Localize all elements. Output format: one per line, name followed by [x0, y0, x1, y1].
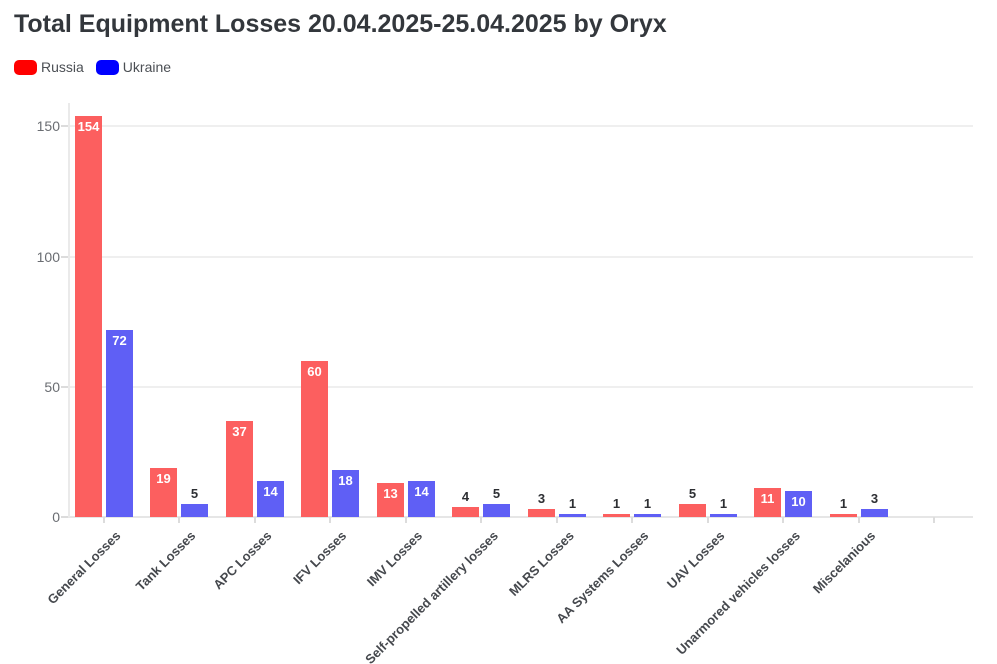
bar-russia-9[interactable]: [754, 488, 781, 517]
y-axis-tick-label: 100: [36, 249, 60, 265]
x-axis-category-label: General Losses: [44, 528, 124, 608]
x-axis-tick: [329, 517, 331, 523]
y-axis-tick: [61, 125, 68, 127]
legend-label-russia: Russia: [41, 59, 84, 75]
bar-russia-8[interactable]: [679, 504, 706, 517]
x-axis-tick: [254, 517, 256, 523]
bar-value-label-ukraine-4: 14: [414, 484, 429, 499]
bar-russia-4[interactable]: [377, 483, 404, 517]
legend-item-ukraine[interactable]: Ukraine: [95, 59, 172, 75]
bar-ukraine-2[interactable]: [257, 481, 284, 517]
bar-value-label-ukraine-9: 10: [791, 494, 806, 509]
bar-value-label-ukraine-10: 3: [870, 491, 879, 506]
x-axis-tick: [103, 517, 105, 523]
gridline-y-100: [68, 256, 973, 258]
bar-russia-6[interactable]: [528, 509, 555, 517]
bar-ukraine-7[interactable]: [634, 514, 661, 517]
gridline-y-150: [68, 125, 973, 127]
bar-value-label-russia-0: 154: [77, 119, 100, 134]
x-axis-category-label: UAV Losses: [664, 528, 728, 592]
bar-value-label-russia-1: 19: [156, 471, 171, 486]
x-axis-category-label: APC Losses: [210, 528, 275, 593]
y-axis-line: [68, 103, 70, 517]
bar-ukraine-8[interactable]: [710, 514, 737, 517]
bar-value-label-ukraine-6: 1: [568, 496, 577, 511]
y-axis-tick-label: 0: [52, 509, 60, 525]
x-axis-category-label: MLRS Losses: [505, 528, 577, 599]
x-axis-category-label: Miscelanious: [810, 528, 879, 597]
x-axis-tick: [178, 517, 180, 523]
x-axis-category-label: IMV Losses: [364, 528, 426, 590]
bar-value-label-russia-7: 1: [612, 496, 621, 511]
x-axis-tick: [631, 517, 633, 523]
bar-russia-7[interactable]: [603, 514, 630, 517]
bar-value-label-russia-6: 3: [537, 491, 546, 506]
bar-ukraine-0[interactable]: [106, 330, 133, 517]
chart-title: Total Equipment Losses 20.04.2025-25.04.…: [14, 10, 667, 38]
legend-item-russia[interactable]: Russia: [14, 59, 84, 75]
bar-ukraine-9[interactable]: [785, 491, 812, 517]
bar-value-label-russia-2: 37: [232, 424, 247, 439]
x-axis-tick: [858, 517, 860, 523]
bar-russia-1[interactable]: [150, 468, 177, 517]
russia-swatch-icon: [14, 59, 37, 75]
y-axis-tick: [61, 516, 68, 518]
y-axis-tick-label: 150: [36, 118, 60, 134]
bar-ukraine-10[interactable]: [861, 509, 888, 517]
bar-value-label-russia-4: 13: [383, 486, 398, 501]
bar-value-label-ukraine-0: 72: [112, 333, 127, 348]
bar-ukraine-4[interactable]: [408, 481, 435, 517]
bar-russia-0[interactable]: [75, 116, 102, 517]
ukraine-swatch-icon: [95, 59, 119, 75]
bar-value-label-russia-5: 4: [461, 489, 470, 504]
bar-russia-3[interactable]: [301, 361, 328, 517]
y-axis-tick-label: 50: [44, 379, 60, 395]
x-axis-category-label: IFV Losses: [290, 528, 350, 588]
bar-value-label-ukraine-2: 14: [263, 484, 278, 499]
bar-value-label-russia-10: 1: [839, 496, 848, 511]
x-axis-tick: [707, 517, 709, 523]
bar-value-label-ukraine-3: 18: [338, 473, 353, 488]
bar-value-label-russia-8: 5: [688, 486, 697, 501]
x-axis-tick: [480, 517, 482, 523]
bar-ukraine-6[interactable]: [559, 514, 586, 517]
bar-ukraine-1[interactable]: [181, 504, 208, 517]
legend-label-ukraine: Ukraine: [122, 59, 172, 75]
x-axis-category-label: Self-propelled artillery losses: [361, 528, 501, 664]
bar-russia-2[interactable]: [226, 421, 253, 517]
bar-russia-5[interactable]: [452, 507, 479, 517]
x-axis-category-label: Unarmored vehicles losses: [672, 528, 803, 658]
bar-russia-10[interactable]: [830, 514, 857, 517]
legend: Russia Ukraine: [14, 59, 171, 75]
x-axis-tick: [405, 517, 407, 523]
bar-ukraine-3[interactable]: [332, 470, 359, 517]
bar-value-label-ukraine-1: 5: [190, 486, 199, 501]
y-axis-tick: [61, 386, 68, 388]
x-axis-tick: [782, 517, 784, 523]
bar-value-label-russia-3: 60: [307, 364, 322, 379]
gridline-y-50: [68, 386, 973, 388]
x-axis-tick: [933, 517, 935, 523]
gridline-y-0: [68, 516, 973, 518]
bar-value-label-russia-9: 11: [760, 491, 775, 506]
y-axis-tick: [61, 256, 68, 258]
bar-value-label-ukraine-8: 1: [719, 496, 728, 511]
bar-value-label-ukraine-7: 1: [643, 496, 652, 511]
bar-ukraine-5[interactable]: [483, 504, 510, 517]
x-axis-category-label: Tank Losses: [132, 528, 199, 594]
x-axis-tick: [556, 517, 558, 523]
bar-value-label-ukraine-5: 5: [492, 486, 501, 501]
